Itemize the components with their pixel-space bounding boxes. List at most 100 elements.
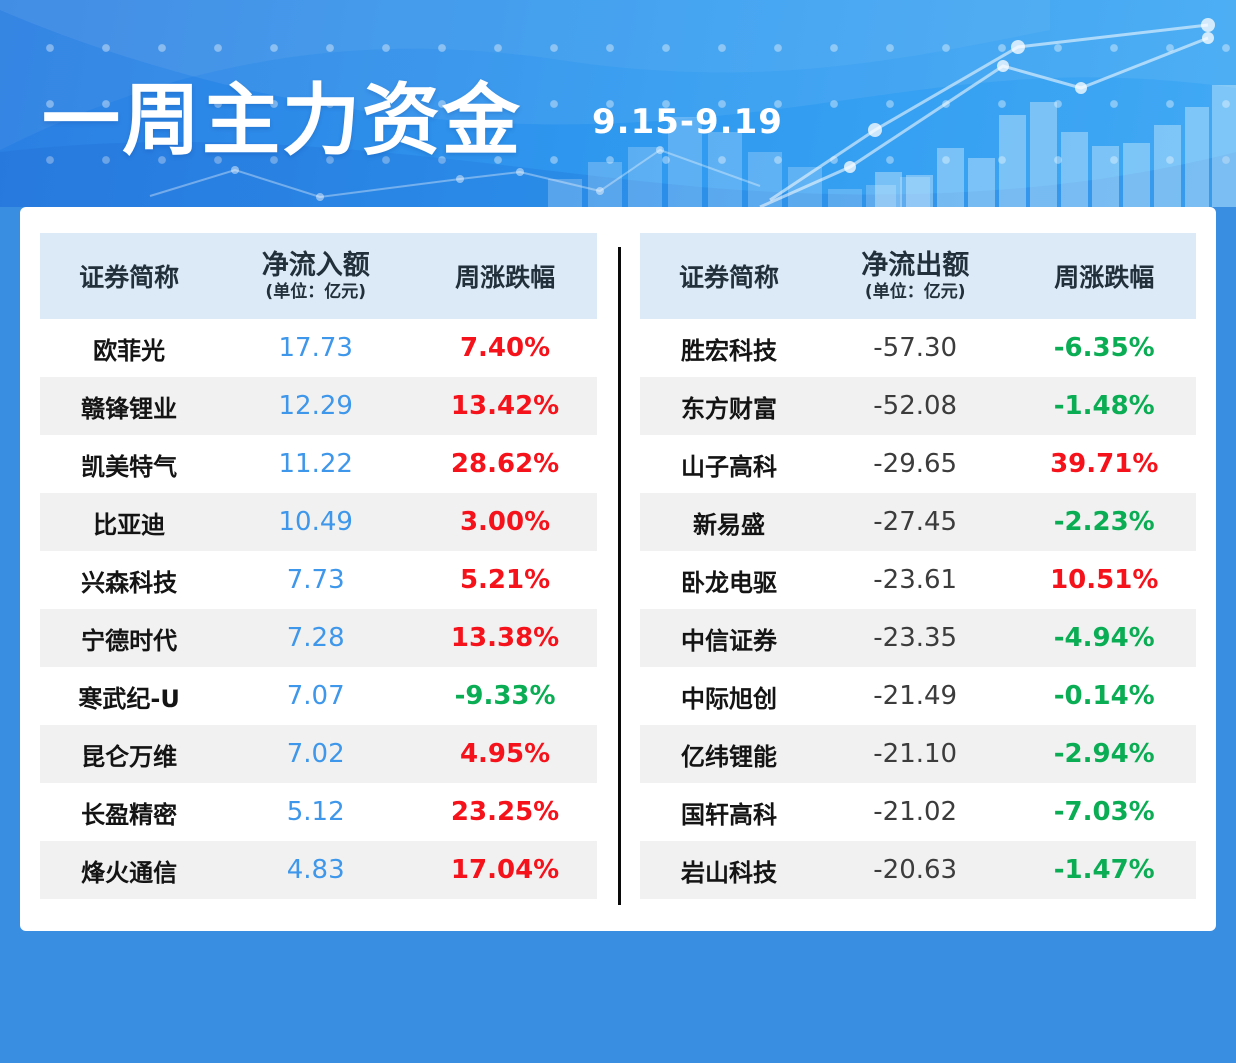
table-row: 亿纬锂能 -21.10 -2.94% (640, 725, 1196, 783)
amount-value: -52.08 (873, 391, 958, 421)
pct-value: 7.40% (459, 333, 551, 363)
pct-value: 17.04% (450, 855, 560, 885)
table-row: 兴森科技 7.73 5.21% (40, 551, 597, 609)
table-row: 欧菲光 17.73 7.40% (40, 319, 597, 377)
pct-value: 13.42% (450, 391, 560, 421)
table-row: 宁德时代 7.28 13.38% (40, 609, 597, 667)
table-row: 烽火通信 4.83 17.04% (40, 841, 597, 899)
amount-value: -20.63 (873, 855, 958, 885)
stock-name: 山子高科 (680, 452, 777, 481)
amount-value: 11.22 (278, 449, 353, 479)
pct-value: 39.71% (1050, 449, 1159, 479)
footer-bar: 第一财经 YICAI 晓 数 点 (0, 931, 1236, 1063)
stock-name: 烽火通信 (81, 858, 178, 887)
table-row: 卧龙电驱 -23.61 10.51% (640, 551, 1196, 609)
stock-name: 宁德时代 (81, 626, 178, 655)
outflow-table: 证券简称 净流出额 (单位：亿元) 周涨跌幅 胜宏科技 -57.30 -6.35% … (640, 233, 1196, 899)
column-header-pct: 周涨跌幅 (455, 263, 556, 292)
table-divider (618, 247, 621, 905)
outflow-table-header: 证券简称 净流出额 (单位：亿元) 周涨跌幅 (640, 233, 1196, 319)
table-row: 中际旭创 -21.49 -0.14% (640, 667, 1196, 725)
pct-value: 4.95% (459, 739, 551, 769)
stock-name: 比亚迪 (93, 510, 166, 539)
page-title: 一周主力资金 (42, 76, 523, 166)
table-row: 山子高科 -29.65 39.71% (640, 435, 1196, 493)
amount-value: 7.02 (286, 739, 345, 769)
stock-name: 卧龙电驱 (680, 568, 777, 597)
pct-value: -9.33% (454, 681, 556, 711)
amount-value: 7.73 (286, 565, 345, 595)
column-header-name: 证券简称 (79, 263, 180, 292)
amount-value: -29.65 (873, 449, 958, 479)
stock-name: 岩山科技 (680, 858, 777, 887)
table-row: 国轩高科 -21.02 -7.03% (640, 783, 1196, 841)
pct-value: 3.00% (459, 507, 551, 537)
amount-value: -23.61 (873, 565, 958, 595)
pct-value: -7.03% (1053, 797, 1155, 827)
dot-grid-decoration (0, 0, 1236, 207)
table-row: 新易盛 -27.45 -2.23% (640, 493, 1196, 551)
stock-name: 国轩高科 (680, 800, 777, 829)
table-row: 东方财富 -52.08 -1.48% (640, 377, 1196, 435)
pct-value: -1.48% (1053, 391, 1155, 421)
amount-value: 7.28 (286, 623, 345, 653)
pct-value: 28.62% (450, 449, 560, 479)
table-row: 长盈精密 5.12 23.25% (40, 783, 597, 841)
amount-value: 7.07 (286, 681, 345, 711)
pct-value: 23.25% (450, 797, 560, 827)
pct-value: -6.35% (1053, 333, 1155, 363)
inflow-table: 证券简称 净流入额 (单位：亿元) 周涨跌幅 欧菲光 17.73 7.40% 赣锋锂… (40, 233, 597, 899)
stock-name: 寒武纪-U (78, 684, 180, 713)
header-decoration (0, 0, 1236, 207)
column-header-pct: 周涨跌幅 (1054, 263, 1155, 292)
amount-value: -21.02 (873, 797, 958, 827)
table-row: 寒武纪-U 7.07 -9.33% (40, 667, 597, 725)
pct-value: 5.21% (459, 565, 551, 595)
stock-name: 新易盛 (692, 510, 765, 539)
table-row: 中信证券 -23.35 -4.94% (640, 609, 1196, 667)
amount-value: 5.12 (286, 797, 345, 827)
table-row: 凯美特气 11.22 28.62% (40, 435, 597, 493)
stock-name: 中信证券 (680, 626, 777, 655)
amount-value: 10.49 (278, 507, 353, 537)
stock-name: 长盈精密 (81, 800, 178, 829)
inflow-table-body: 欧菲光 17.73 7.40% 赣锋锂业 12.29 13.42% 凯美特气 11.22 2… (40, 319, 597, 899)
inflow-table-header: 证券简称 净流入额 (单位：亿元) 周涨跌幅 (40, 233, 597, 319)
stock-name: 赣锋锂业 (81, 394, 178, 423)
pct-value: -2.94% (1053, 739, 1155, 769)
table-row: 昆仑万维 7.02 4.95% (40, 725, 597, 783)
stock-name: 亿纬锂能 (680, 742, 777, 771)
column-header-amount: 净流出额 (单位：亿元) (861, 249, 970, 302)
amount-value: -57.30 (873, 333, 958, 363)
column-header-name: 证券简称 (678, 263, 779, 292)
stock-name: 兴森科技 (81, 568, 178, 597)
table-row: 赣锋锂业 12.29 13.42% (40, 377, 597, 435)
amount-value: -21.49 (873, 681, 958, 711)
stock-name: 昆仑万维 (81, 742, 178, 771)
header-banner: 一周主力资金 9.15-9.19 (0, 0, 1236, 207)
pct-value: 13.38% (450, 623, 560, 653)
amount-value: -27.45 (873, 507, 958, 537)
data-card: 证券简称 净流入额 (单位：亿元) 周涨跌幅 欧菲光 17.73 7.40% 赣锋锂… (20, 207, 1216, 931)
stock-name: 欧菲光 (93, 336, 166, 365)
table-row: 比亚迪 10.49 3.00% (40, 493, 597, 551)
pct-value: -0.14% (1053, 681, 1155, 711)
outflow-table-body: 胜宏科技 -57.30 -6.35% 东方财富 -52.08 -1.48% 山子高科 -2… (640, 319, 1196, 899)
date-range: 9.15-9.19 (592, 102, 783, 142)
table-row: 岩山科技 -20.63 -1.47% (640, 841, 1196, 899)
pct-value: -2.23% (1053, 507, 1155, 537)
amount-value: -21.10 (873, 739, 958, 769)
amount-value: 4.83 (286, 855, 345, 885)
table-row: 胜宏科技 -57.30 -6.35% (640, 319, 1196, 377)
pct-value: 10.51% (1050, 565, 1159, 595)
amount-value: 17.73 (278, 333, 353, 363)
stock-name: 凯美特气 (81, 452, 178, 481)
amount-value: 12.29 (278, 391, 353, 421)
stock-name: 东方财富 (680, 394, 777, 423)
stock-name: 中际旭创 (680, 684, 777, 713)
stock-name: 胜宏科技 (680, 336, 777, 365)
amount-value: -23.35 (873, 623, 958, 653)
pct-value: -4.94% (1053, 623, 1155, 653)
pct-value: -1.47% (1053, 855, 1155, 885)
